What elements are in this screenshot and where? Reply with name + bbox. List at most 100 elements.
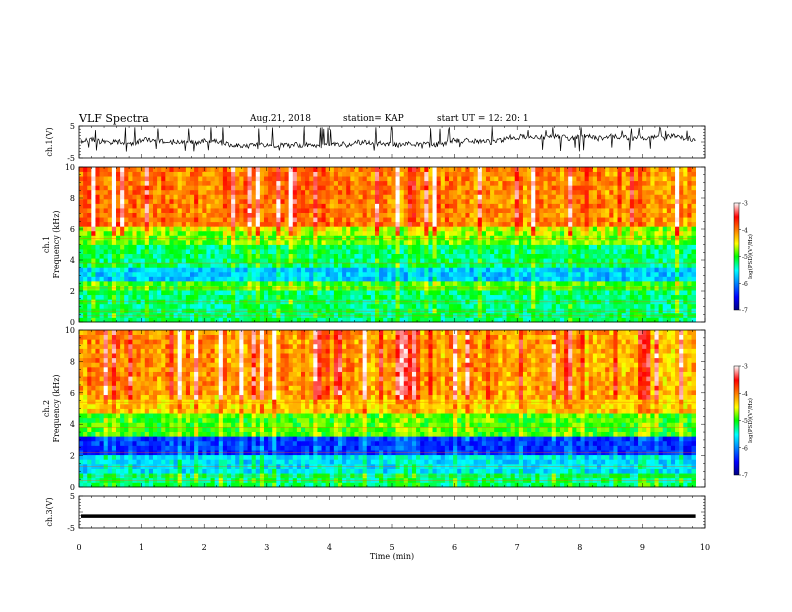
spectrogram-cell bbox=[691, 171, 697, 177]
spectrogram-cell bbox=[370, 230, 376, 236]
spectrogram-cell bbox=[87, 271, 92, 277]
spectrogram-cell bbox=[691, 212, 697, 218]
spectrogram-cell bbox=[391, 217, 396, 223]
spectrogram-cell bbox=[670, 280, 676, 286]
spectrogram-cell bbox=[111, 171, 117, 177]
spectrogram-cell bbox=[136, 290, 142, 296]
spectrogram-cell bbox=[666, 317, 672, 323]
spectrogram-cell bbox=[354, 194, 359, 200]
spectrogram-cell bbox=[477, 203, 483, 209]
spectrogram-cell bbox=[650, 189, 655, 195]
spectrogram-cell bbox=[547, 239, 553, 245]
spectrogram-cell bbox=[629, 308, 635, 314]
spectrogram-cell bbox=[675, 267, 680, 273]
spectrogram-cell bbox=[564, 271, 569, 277]
spectrogram-cell bbox=[251, 262, 257, 268]
spectrogram-cell bbox=[218, 171, 224, 177]
spectrogram-cell bbox=[490, 208, 495, 213]
ch1-spectrogram bbox=[79, 167, 697, 323]
spectrogram-cell bbox=[87, 276, 92, 282]
spectrogram-cell bbox=[461, 308, 466, 314]
spectrogram-cell bbox=[354, 180, 359, 186]
spectrogram-cell bbox=[424, 212, 429, 218]
spectrogram-cell bbox=[411, 212, 417, 218]
spectrogram-cell bbox=[91, 258, 96, 264]
spectrogram-cell bbox=[457, 221, 462, 227]
spectrogram-cell bbox=[161, 171, 166, 177]
spectrogram-cell bbox=[333, 294, 339, 300]
spectrogram-cell bbox=[683, 212, 688, 218]
spectrogram-cell bbox=[198, 244, 203, 250]
spectrogram-cell bbox=[584, 208, 590, 213]
spectrogram-cell bbox=[559, 189, 565, 195]
spectrogram-cell bbox=[358, 267, 364, 273]
spectrogram-cell bbox=[329, 185, 335, 191]
spectrogram-cell bbox=[140, 244, 146, 250]
spectrogram-cell bbox=[181, 221, 187, 227]
spectrogram-cell bbox=[329, 180, 335, 186]
spectrogram-cell bbox=[436, 276, 442, 282]
spectrogram-cell bbox=[333, 180, 339, 186]
spectrogram-cell bbox=[539, 171, 544, 177]
spectrogram-cell bbox=[457, 171, 462, 177]
spectrogram-cell bbox=[666, 185, 672, 191]
spectrogram-cell bbox=[120, 303, 125, 309]
spectrogram-cell bbox=[83, 303, 88, 309]
spectrogram-cell bbox=[95, 294, 100, 300]
spectrogram-cell bbox=[387, 258, 392, 264]
spectrogram-cell bbox=[194, 198, 199, 204]
spectrogram-cell bbox=[321, 258, 327, 264]
spectrogram-cell bbox=[691, 303, 697, 309]
spectrogram-cell bbox=[399, 176, 405, 182]
spectrogram-cell bbox=[292, 194, 298, 200]
spectrogram-cell bbox=[136, 221, 142, 227]
spectrogram-cell bbox=[128, 226, 133, 232]
spectrogram-cell bbox=[259, 244, 265, 250]
spectrogram-cell bbox=[337, 308, 343, 314]
spectrogram-cell bbox=[399, 317, 405, 323]
spectrogram-cell bbox=[633, 312, 639, 318]
spectrogram-cell bbox=[370, 280, 376, 286]
spectrogram-cell bbox=[103, 230, 109, 236]
spectrogram-cell bbox=[646, 176, 651, 182]
spectrogram-cell bbox=[210, 185, 216, 191]
spectrogram-cell bbox=[239, 290, 244, 296]
spectrogram-cell bbox=[206, 212, 211, 218]
spectrogram-cell bbox=[424, 262, 429, 268]
spectrogram-cell bbox=[383, 235, 388, 241]
spectrogram-cell bbox=[288, 253, 294, 259]
spectrogram-cell bbox=[148, 208, 154, 213]
spectrogram-cell bbox=[428, 258, 433, 264]
spectrogram-cell bbox=[448, 185, 454, 191]
spectrogram-cell bbox=[124, 226, 129, 232]
spectrogram-cell bbox=[276, 203, 281, 209]
spectrogram-cell bbox=[210, 308, 216, 314]
spectrogram-cell bbox=[288, 221, 294, 227]
spectrogram-cell bbox=[605, 308, 610, 314]
spectrogram-cell bbox=[535, 176, 540, 182]
spectrogram-cell bbox=[111, 294, 117, 300]
spectrogram-cell bbox=[272, 239, 277, 245]
spectrogram-cell bbox=[494, 176, 499, 182]
spectrogram-cell bbox=[572, 221, 577, 227]
spectrogram-cell bbox=[547, 171, 553, 177]
spectrogram-cell bbox=[259, 262, 265, 268]
spectrogram-cell bbox=[613, 171, 618, 177]
spectrogram-cell bbox=[518, 271, 524, 277]
spectrogram-cell bbox=[226, 217, 232, 223]
spectrogram-cell bbox=[136, 308, 142, 314]
spectrogram-cell bbox=[95, 230, 100, 236]
spectrogram-cell bbox=[337, 239, 343, 245]
spectrogram-cell bbox=[346, 230, 351, 236]
spectrogram-cell bbox=[448, 258, 454, 264]
spectrogram-cell bbox=[580, 262, 586, 268]
spectrogram-cell bbox=[601, 249, 606, 255]
spectrogram-cell bbox=[609, 226, 614, 232]
spectrogram-cell bbox=[329, 235, 335, 241]
spectrogram-cell bbox=[646, 262, 651, 268]
spectrogram-cell bbox=[272, 308, 277, 314]
spectrogram-cell bbox=[305, 253, 310, 259]
spectrogram-cell bbox=[646, 235, 651, 241]
spectrogram-cell bbox=[654, 176, 660, 182]
spectrogram-cell bbox=[539, 253, 544, 259]
